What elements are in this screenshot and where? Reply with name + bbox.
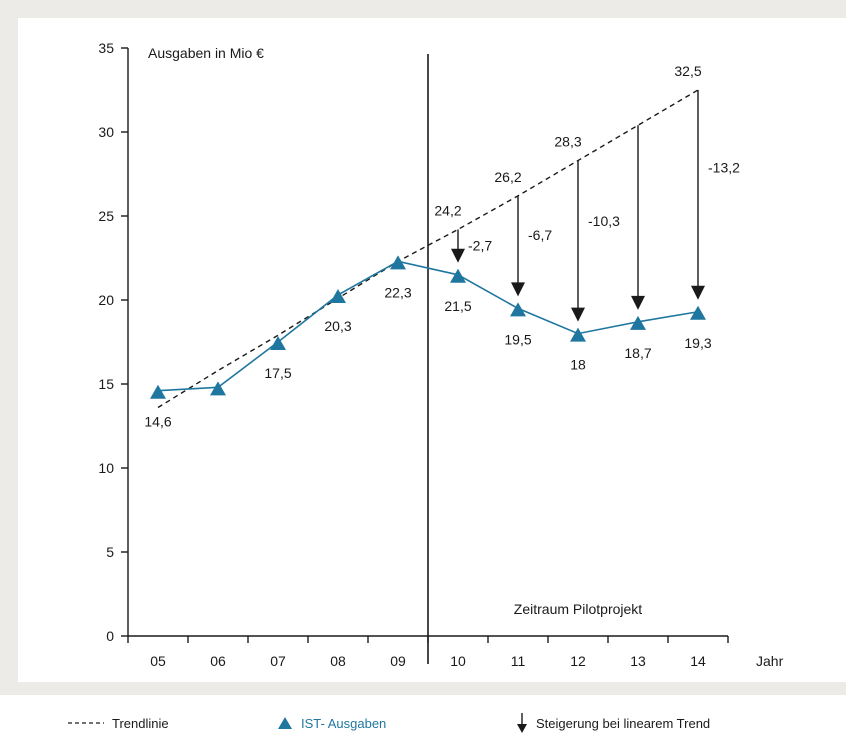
legend-trend-label: Trendlinie	[112, 715, 169, 731]
x-tick-label: 05	[150, 653, 166, 669]
legend-ist: IST- Ausgaben	[277, 713, 386, 733]
legend-ist-label: IST- Ausgaben	[301, 715, 387, 731]
trend-data-label: 26,2	[494, 169, 521, 185]
legend-arrow: Steigerung bei linearem Trend	[516, 713, 710, 733]
dashed-line-icon	[68, 722, 104, 724]
y-tick-label: 30	[98, 124, 114, 140]
trend-data-label: 24,2	[434, 202, 461, 218]
trend-gap-arrow-head	[571, 307, 585, 322]
ist-point	[390, 255, 406, 270]
x-tick-label: 10	[450, 653, 466, 669]
chart-panel	[18, 18, 846, 682]
x-tick-label: 12	[570, 653, 586, 669]
ist-line	[157, 260, 699, 392]
x-tick-label: 09	[390, 653, 406, 669]
y-axis-title: Ausgaben in Mio €	[148, 45, 264, 61]
trend-gap-arrow-head	[631, 295, 645, 310]
ist-point	[210, 381, 226, 396]
legend: Trendlinie IST- Ausgaben Steigerung bei …	[0, 695, 846, 743]
ist-data-label: 19,5	[504, 331, 531, 347]
x-axis-title: Jahr	[756, 653, 784, 669]
trend-gap-label: -13,2	[708, 160, 740, 176]
x-tick-label: 07	[270, 653, 286, 669]
legend-arrow-label: Steigerung bei linearem Trend	[536, 715, 711, 731]
down-arrow-icon	[517, 713, 527, 733]
ist-data-label: 21,5	[444, 298, 471, 314]
y-tick-label: 20	[98, 292, 114, 308]
pilot-period-annotation: Zeitraum Pilotprojekt	[514, 601, 642, 617]
trend-gap-label: -10,3	[588, 213, 620, 229]
frame-top	[0, 0, 846, 18]
frame-bottom	[0, 682, 846, 695]
x-tick-label: 14	[690, 653, 706, 669]
ist-data-label: 14,6	[144, 414, 171, 430]
ist-data-label: 17,5	[264, 365, 291, 381]
ist-point	[330, 288, 346, 303]
triangle-icon	[278, 717, 292, 729]
ist-data-label: 18	[570, 357, 586, 373]
legend-trend: Trendlinie	[68, 713, 169, 733]
x-tick-label: 13	[630, 653, 646, 669]
ist-point	[270, 336, 286, 350]
ist-data-label: 20,3	[324, 318, 351, 334]
y-tick-label: 15	[98, 376, 114, 392]
x-tick-label: 08	[330, 653, 346, 669]
ist-point	[450, 268, 466, 283]
ist-point	[630, 315, 646, 330]
trend-gap-arrow-head	[451, 248, 465, 263]
ist-point	[570, 327, 586, 342]
frame-left	[0, 0, 18, 682]
y-tick-label: 25	[98, 208, 114, 224]
trend-gap-label: -2,7	[468, 237, 492, 253]
y-tick-label: 10	[98, 460, 114, 476]
ist-point	[150, 384, 166, 399]
x-tick-label: 11	[511, 653, 526, 669]
trend-data-label: 32,5	[674, 63, 701, 79]
y-tick-label: 0	[106, 628, 114, 644]
ist-point	[690, 305, 706, 320]
x-tick-label: 06	[210, 653, 226, 669]
y-tick-label: 35	[98, 40, 114, 56]
ist-data-label: 19,3	[684, 335, 711, 351]
trend-data-label: 28,3	[554, 134, 581, 150]
ist-data-label: 18,7	[624, 345, 651, 361]
trend-gap-arrow-head	[691, 285, 705, 300]
trend-gap-arrow-head	[511, 282, 525, 297]
trend-gap-label: -6,7	[528, 227, 552, 243]
ist-point	[510, 302, 526, 317]
y-tick-label: 5	[106, 544, 114, 560]
ist-data-label: 22,3	[384, 284, 411, 300]
trend-line	[157, 89, 699, 409]
